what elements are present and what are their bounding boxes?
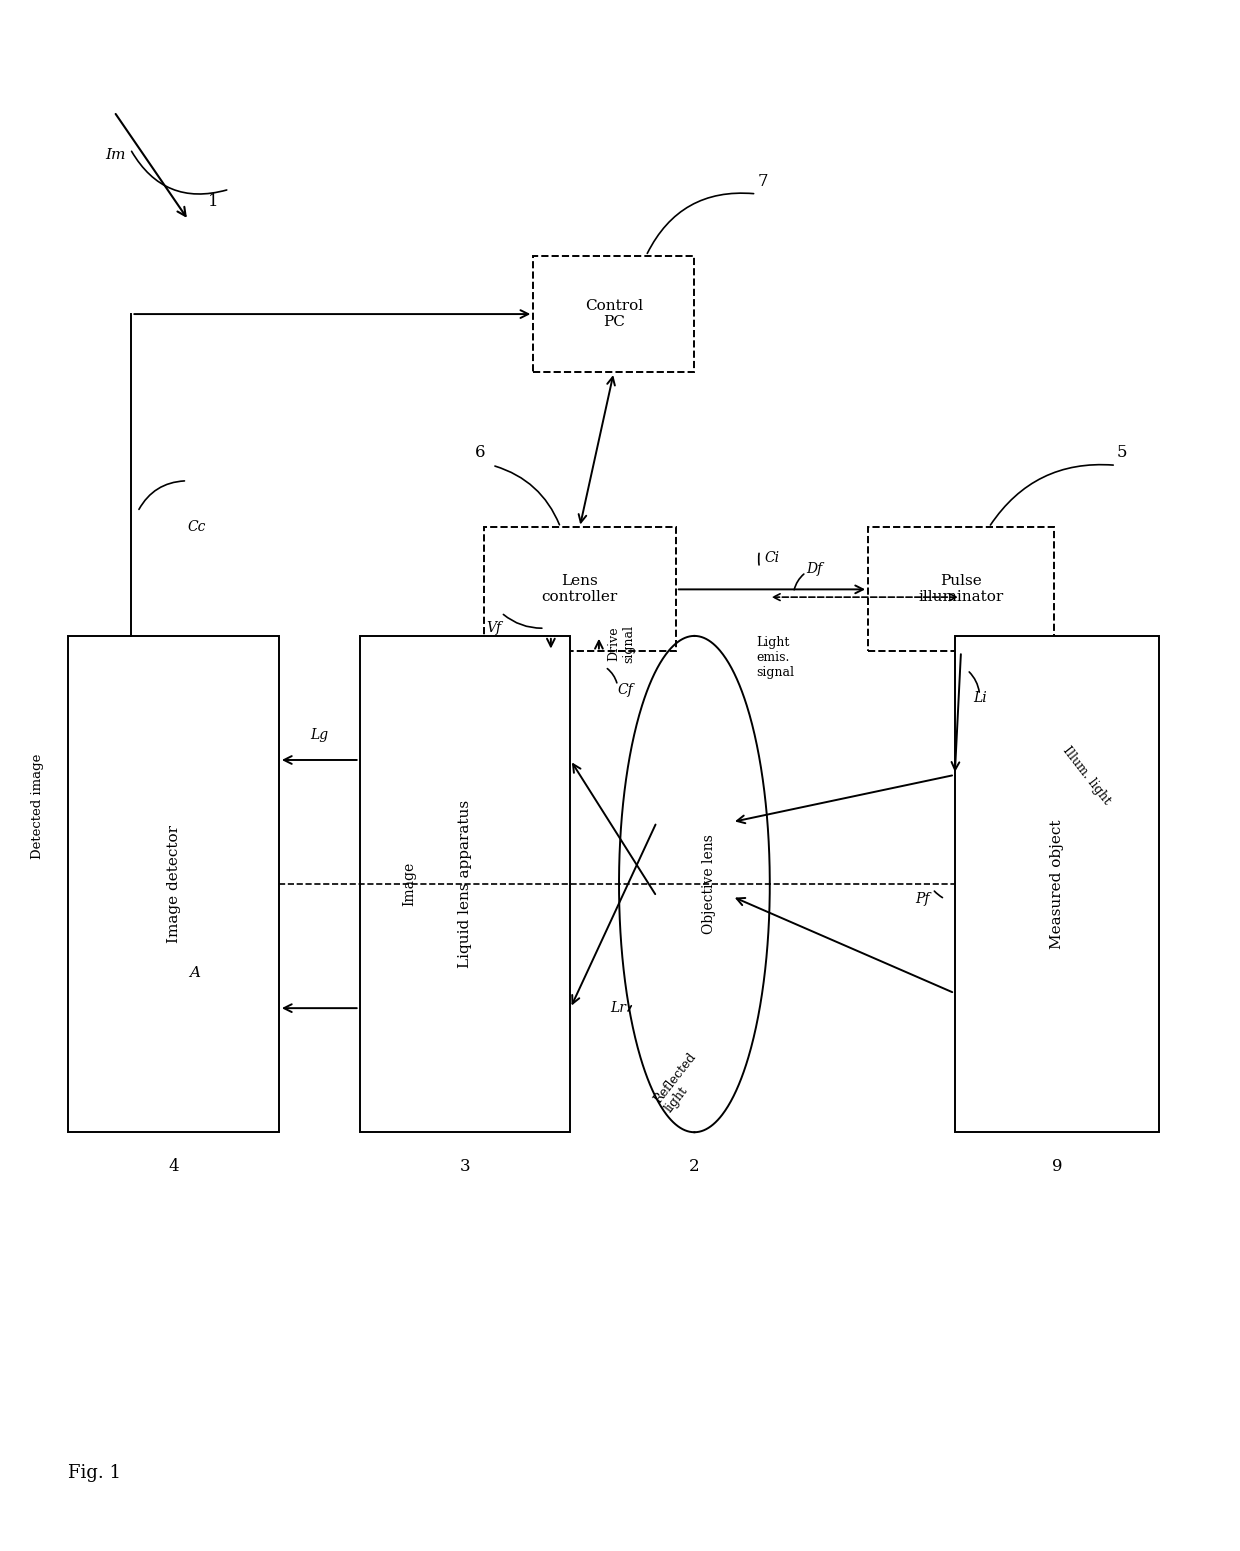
Text: Objective lens: Objective lens — [702, 834, 717, 934]
Text: Drive
signal: Drive signal — [608, 625, 635, 662]
Text: Fig. 1: Fig. 1 — [68, 1464, 122, 1483]
Text: Control
PC: Control PC — [585, 299, 642, 329]
Text: 3: 3 — [460, 1159, 470, 1174]
Text: Illum. light: Illum. light — [1060, 744, 1114, 807]
Text: Cf: Cf — [618, 682, 634, 698]
Polygon shape — [955, 636, 1159, 1132]
Text: 9: 9 — [1052, 1159, 1063, 1174]
Text: 7: 7 — [758, 174, 768, 189]
Text: Image: Image — [402, 862, 417, 906]
Text: Pf: Pf — [915, 892, 930, 906]
Text: 4: 4 — [169, 1159, 179, 1174]
Text: Lens
controller: Lens controller — [542, 574, 618, 605]
Polygon shape — [868, 527, 1054, 651]
Polygon shape — [484, 527, 676, 651]
Text: Ci: Ci — [764, 551, 780, 566]
Text: Light
emis.
signal: Light emis. signal — [756, 636, 795, 679]
Text: 2: 2 — [689, 1159, 699, 1174]
Text: Li: Li — [973, 690, 987, 706]
Polygon shape — [68, 636, 279, 1132]
Text: Pulse
illuminator: Pulse illuminator — [919, 574, 1003, 605]
Text: 5: 5 — [1117, 445, 1127, 461]
Text: Detected image: Detected image — [31, 754, 43, 859]
Text: A: A — [190, 966, 200, 980]
Text: Cc: Cc — [187, 520, 206, 535]
Text: 6: 6 — [475, 445, 485, 461]
Text: Vf: Vf — [486, 620, 501, 636]
Polygon shape — [360, 636, 570, 1132]
Text: Liquid lens apparatus: Liquid lens apparatus — [458, 800, 472, 968]
Text: 1: 1 — [208, 194, 218, 209]
Text: Df: Df — [806, 561, 822, 577]
Polygon shape — [533, 256, 694, 372]
Text: Lr: Lr — [610, 1000, 626, 1016]
Text: Measured object: Measured object — [1050, 819, 1064, 949]
Text: Im: Im — [105, 147, 126, 163]
Text: Lg: Lg — [310, 727, 329, 743]
Text: Image detector: Image detector — [166, 825, 181, 943]
Text: Reflected
light: Reflected light — [651, 1050, 711, 1115]
